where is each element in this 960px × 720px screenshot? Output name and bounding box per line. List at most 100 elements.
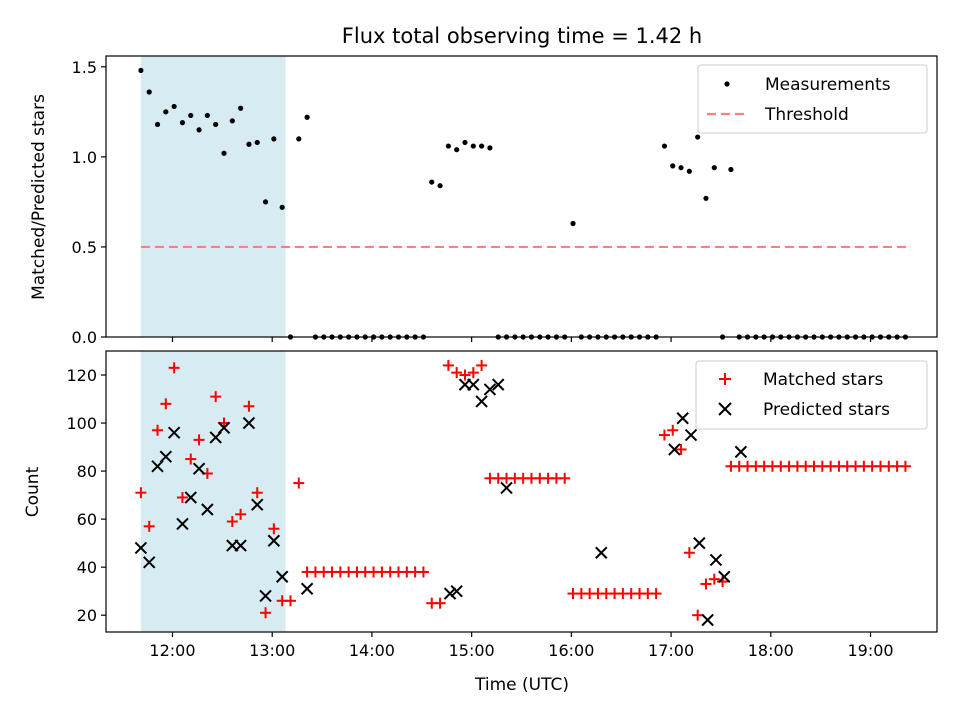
matched-star-point [226,516,238,528]
predicted-star-point [595,546,608,559]
measurement-point [570,220,576,227]
matched-star-point [459,369,471,381]
bottom-panel: 20 40 60 80 100 120 12:00 13:00 14:00 15:00 16:00… [23,350,938,695]
bottom-y-tick-label: 60 [77,510,97,529]
predicted-star-point [184,491,197,504]
x-tick-label: 12:00 [149,641,195,660]
predicted-star-point [483,383,497,396]
predicted-star-point [734,445,748,459]
observing-window-shade [140,56,286,337]
measurement-point [479,143,485,149]
matched-star-point [251,487,263,499]
predicted-star-point [450,584,463,598]
top-y-axis-title: Matched/Predicted stars [29,94,49,300]
matched-star-point [675,443,687,455]
measurement-point [246,141,252,147]
bottom-y-tick-label: 80 [77,462,97,481]
x-tick-label: 15:00 [449,641,495,660]
measurement-point [429,179,435,185]
matched-star-point [700,578,712,590]
matched-star-point [692,609,704,621]
matched-star-point [708,573,720,585]
bottom-y-tick-label: 20 [77,606,97,625]
matched-star-point [160,398,172,410]
observing-window-shade-bottom [140,351,286,632]
measurement-point [487,145,493,151]
measurement-point [213,121,219,128]
legend-threshold-label: Threshold [764,105,849,125]
bottom-legend: Matched stars Predicted stars [695,360,928,430]
measurement-point [445,143,451,149]
bottom-y-tick-label: 40 [77,558,97,577]
legend-matched-marker [719,373,731,385]
predicted-star-point [159,450,173,463]
measurement-point [196,127,202,133]
measurement-point [703,195,709,201]
predicted-star-point [718,570,731,583]
predicted-star-point [176,517,189,531]
measurement-point [728,166,734,173]
predicted-star-point [134,541,148,555]
legend-measurements-label: Measurements [765,75,891,95]
legend-matched-label: Matched stars [763,370,883,390]
matched-star-point [143,520,155,532]
matched-star-point [476,359,488,371]
predicted-star-point [492,378,505,391]
matched-star-point [467,367,479,379]
top-legend-box [697,64,928,134]
measurement-point [437,183,443,189]
measurement-point [188,112,194,119]
matched-star-point [193,434,205,446]
measurement-point [146,89,152,95]
matched-star-point [442,359,454,371]
legend-predicted-marker [718,402,732,416]
measurement-point [661,143,668,149]
x-tick-label: 18:00 [748,641,794,660]
top-y-tick-label: 0.0 [72,328,97,347]
predicted-star-point [267,534,281,547]
predicted-star-point [668,443,681,456]
matched-star-point [899,460,911,472]
predicted-star-point [251,498,264,511]
matched-star-point [210,391,222,403]
matched-star-point [434,597,446,609]
bottom-y-tick-label: 100 [66,414,97,433]
matched-star-point [185,453,197,465]
predicted-star-point [259,589,272,603]
predicted-star-point [167,426,181,439]
matched-star-point [451,367,463,379]
bottom-y-tick-label: 120 [66,366,97,385]
top-y-tick-label: 0.5 [72,238,97,257]
legend-predicted-label: Predicted stars [763,400,890,420]
matched-star-point [168,362,180,374]
measurement-point [670,163,676,169]
predicted-star-point [500,481,513,495]
measurement-point [204,112,210,119]
top-plot-frame [105,55,938,338]
measurement-point [686,168,692,174]
matched-star-point [243,400,255,412]
measurement-point [470,143,476,149]
matched-star-point [235,508,247,520]
bottom-y-axis-title: Count [23,466,43,517]
predicted-star-point [192,462,206,475]
predicted-star-point [143,556,156,569]
matched-star-point [135,487,147,499]
matched-star-point [284,595,296,607]
measurement-point [254,139,260,146]
x-tick-label: 19:00 [847,641,893,660]
measurement-point [229,118,235,124]
measurement-point [695,134,701,140]
measurement-point [454,147,460,153]
matched-star-point [268,523,280,535]
measurement-point [711,165,717,171]
matched-star-point [260,607,272,619]
matched-star-point [559,472,571,484]
predicted-star-point [217,421,231,435]
predicted-star-point [684,428,698,442]
measurement-point [678,165,684,171]
measurement-point [462,139,468,146]
predicted-star-point [201,503,214,516]
matched-star-point [658,429,670,441]
x-tick-label: 17:00 [648,641,694,660]
